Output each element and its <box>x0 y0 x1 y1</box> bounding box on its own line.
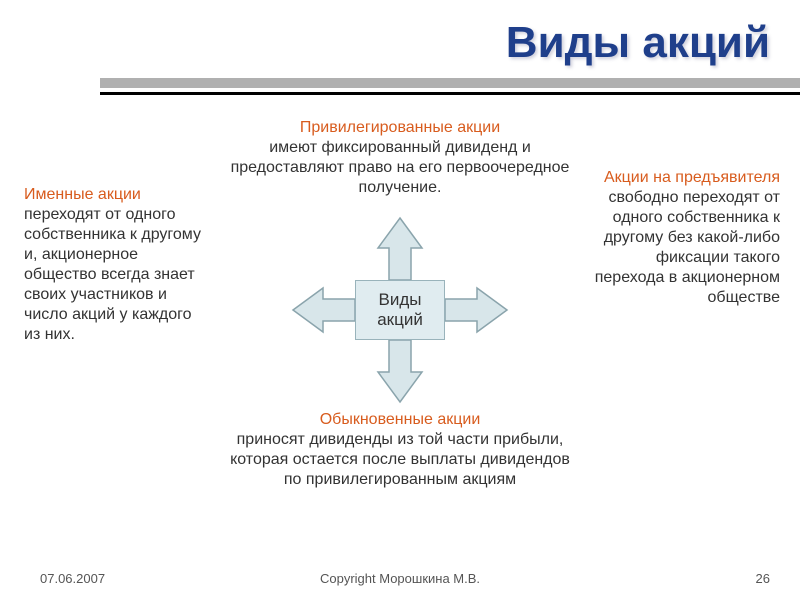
center-box: Виды акций <box>355 280 445 340</box>
footer-date: 07.06.2007 <box>40 571 105 586</box>
arrow-left-icon <box>293 288 355 332</box>
center-line1: Виды <box>379 290 422 310</box>
arrow-right-icon <box>445 288 507 332</box>
footer-page: 26 <box>756 571 770 586</box>
arrow-down-icon <box>378 340 422 402</box>
arrow-up-icon <box>378 218 422 280</box>
center-line2: акций <box>377 310 423 330</box>
footer-copyright: Copyright Морошкина М.В. <box>320 571 480 586</box>
